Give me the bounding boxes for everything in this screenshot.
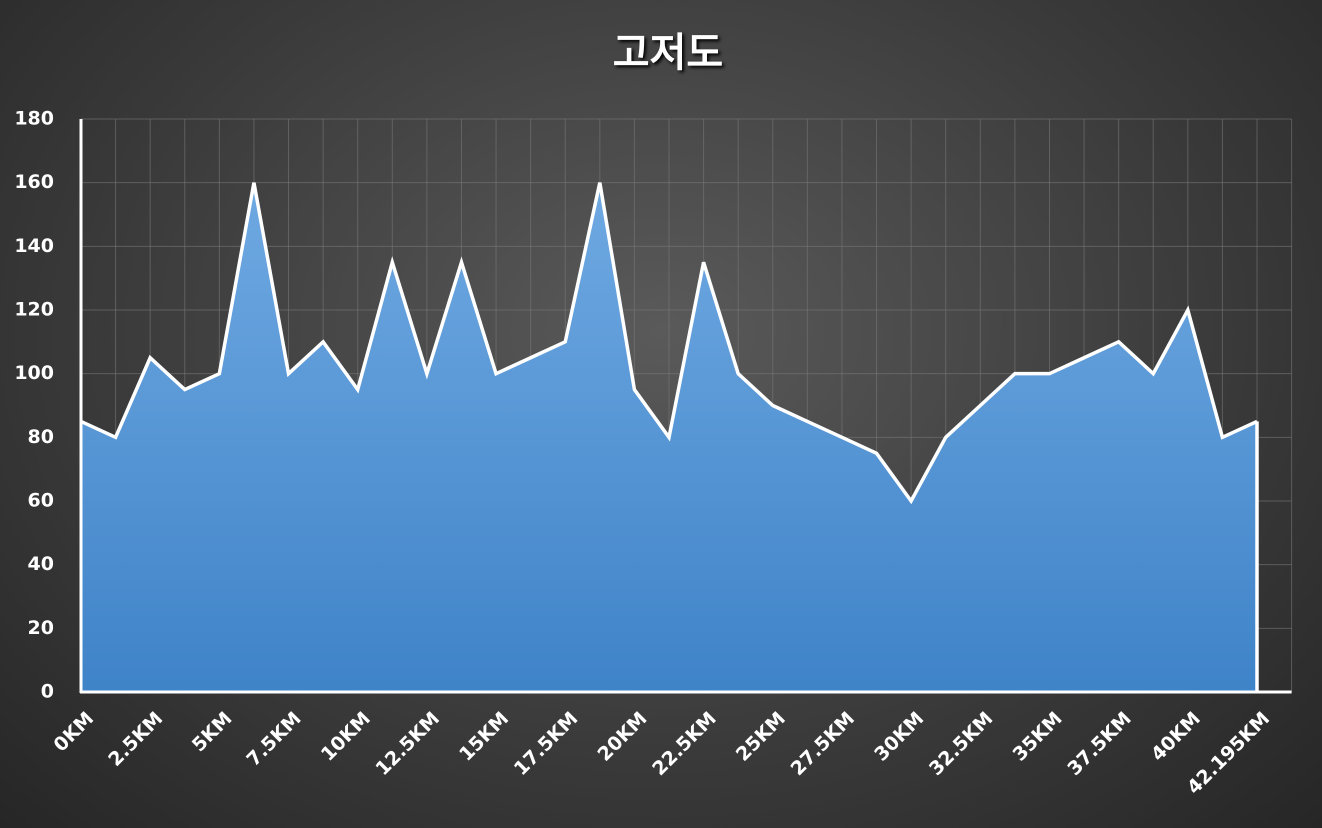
y-tick-label: 180 — [14, 108, 54, 130]
x-tick-label: 2.5KM — [104, 708, 167, 771]
x-tick-label: 0KM — [49, 708, 98, 757]
y-tick-label: 60 — [28, 490, 54, 512]
y-tick-label: 20 — [28, 617, 54, 639]
area-line — [80, 182, 1258, 505]
x-tick-label: 32.5KM — [925, 708, 997, 780]
x-tick-label: 30KM — [870, 708, 928, 766]
y-tick-label: 140 — [14, 235, 54, 257]
x-tick-label: 25KM — [732, 708, 790, 766]
y-tick-label: 160 — [14, 171, 54, 193]
y-tick-label: 120 — [14, 299, 54, 321]
y-tick-label: 40 — [28, 553, 54, 575]
x-tick-label: 37.5KM — [1063, 708, 1135, 780]
x-tick-label: 5KM — [188, 708, 237, 757]
x-tick-label: 22.5KM — [648, 708, 720, 780]
x-tick-label: 17.5KM — [510, 708, 582, 780]
x-tick-label: 15KM — [455, 708, 513, 766]
x-tick-label: 27.5KM — [787, 708, 859, 780]
x-tick-label: 20KM — [594, 708, 652, 766]
y-tick-label: 80 — [28, 426, 54, 448]
area — [81, 182, 1257, 692]
x-tick-label: 35KM — [1009, 708, 1067, 766]
x-tick-label: 40KM — [1147, 708, 1205, 766]
y-tick-label: 100 — [14, 362, 54, 384]
chart-title: 고저도 — [613, 30, 723, 76]
y-tick-label: 0 — [41, 681, 54, 703]
x-tick-label: 10KM — [317, 708, 375, 766]
x-tick-label: 12.5KM — [372, 708, 444, 780]
x-tick-label: 7.5KM — [243, 708, 306, 771]
